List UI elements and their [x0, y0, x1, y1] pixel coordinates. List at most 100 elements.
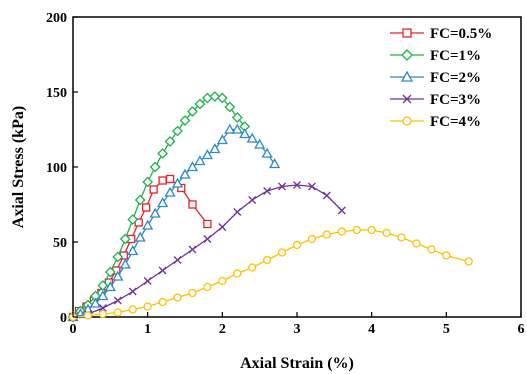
data-point: [246, 132, 258, 143]
series-line: [72, 184, 343, 318]
data-point: [179, 168, 191, 179]
data-point: [464, 257, 473, 266]
data-point: [254, 138, 266, 149]
data-point: [233, 269, 242, 278]
data-point: [119, 258, 131, 269]
data-point: [173, 256, 182, 264]
series-5: [68, 225, 473, 322]
x-tick-label: 1: [144, 322, 151, 337]
data-point: [83, 311, 93, 320]
y-tick-label: 100: [46, 161, 67, 176]
data-point: [367, 225, 376, 235]
data-point: [127, 245, 139, 256]
data-point: [233, 208, 242, 216]
data-point: [164, 136, 176, 147]
data-point: [268, 158, 281, 169]
series-4: [69, 181, 346, 321]
data-point: [322, 230, 332, 239]
x-tick-label: 5: [443, 322, 450, 337]
data-point: [224, 123, 236, 134]
data-point: [278, 182, 287, 191]
data-point: [218, 223, 227, 231]
data-point: [98, 304, 107, 312]
x-tick-label: 0: [70, 322, 77, 337]
legend-marker: [402, 28, 412, 38]
x-tick-label: 6: [518, 322, 525, 337]
data-point: [209, 91, 221, 102]
data-point: [277, 248, 287, 257]
legend-label: FC=2%: [430, 70, 481, 86]
data-point: [216, 92, 228, 104]
data-point: [134, 218, 143, 227]
data-point: [262, 255, 272, 265]
data-point: [231, 123, 243, 134]
data-point: [201, 149, 214, 160]
data-point: [112, 251, 124, 263]
legend-marker: [402, 94, 412, 104]
y-tick-label: 50: [53, 236, 67, 251]
data-point: [172, 125, 183, 137]
legend-label: FC=1%: [430, 48, 481, 64]
data-point: [142, 176, 154, 188]
data-point: [218, 276, 227, 286]
data-point: [149, 207, 161, 218]
data-point: [412, 239, 421, 248]
data-point: [194, 155, 206, 166]
data-point: [149, 161, 161, 173]
data-point: [134, 231, 146, 242]
legend-marker: [402, 116, 412, 126]
data-point: [158, 176, 167, 185]
data-point: [292, 240, 302, 250]
data-point: [224, 101, 236, 113]
data-point: [216, 134, 228, 145]
data-point: [143, 302, 152, 311]
data-point: [165, 174, 175, 184]
data-point: [128, 287, 137, 296]
data-point: [261, 147, 273, 158]
data-point: [293, 181, 301, 189]
data-point: [134, 194, 146, 206]
legend-label: FC=3%: [430, 92, 481, 108]
data-point: [427, 245, 436, 254]
legend-item: FC=4%: [390, 114, 481, 130]
series-layer: [67, 91, 473, 323]
data-point: [113, 308, 122, 317]
data-point: [248, 263, 257, 272]
data-point: [397, 233, 406, 242]
data-point: [127, 214, 139, 225]
legend-item: FC=1%: [390, 48, 481, 64]
data-point: [112, 270, 124, 281]
data-point: [104, 281, 116, 292]
x-tick-label: 2: [219, 322, 226, 337]
series-2: [67, 91, 251, 323]
data-point: [337, 206, 346, 215]
data-point: [113, 296, 122, 305]
legend-item: FC=3%: [390, 92, 481, 108]
data-point: [158, 297, 167, 307]
data-point: [442, 251, 451, 260]
axes-layer: 0 1 2 3 4 5 6 0 50 100 150 200: [46, 11, 525, 337]
data-point: [188, 288, 197, 298]
series-3: [67, 123, 281, 322]
legend-label: FC=0.5%: [430, 26, 492, 42]
data-point: [203, 219, 212, 229]
data-point: [89, 297, 102, 308]
data-point: [157, 148, 169, 159]
data-point: [188, 245, 197, 254]
data-point: [119, 233, 131, 245]
x-tick-label: 3: [294, 322, 301, 337]
data-point: [307, 182, 316, 191]
data-point: [104, 266, 116, 278]
data-point: [188, 200, 197, 209]
legend-item: FC=0.5%: [390, 26, 492, 42]
data-point: [322, 191, 331, 200]
legend-marker: [400, 70, 414, 82]
legend-marker: [401, 49, 413, 61]
data-point: [171, 177, 184, 188]
data-point: [158, 266, 167, 275]
data-point: [263, 187, 272, 195]
legend-item: FC=2%: [390, 70, 481, 86]
data-point: [179, 115, 191, 126]
y-tick-label: 150: [46, 86, 67, 101]
